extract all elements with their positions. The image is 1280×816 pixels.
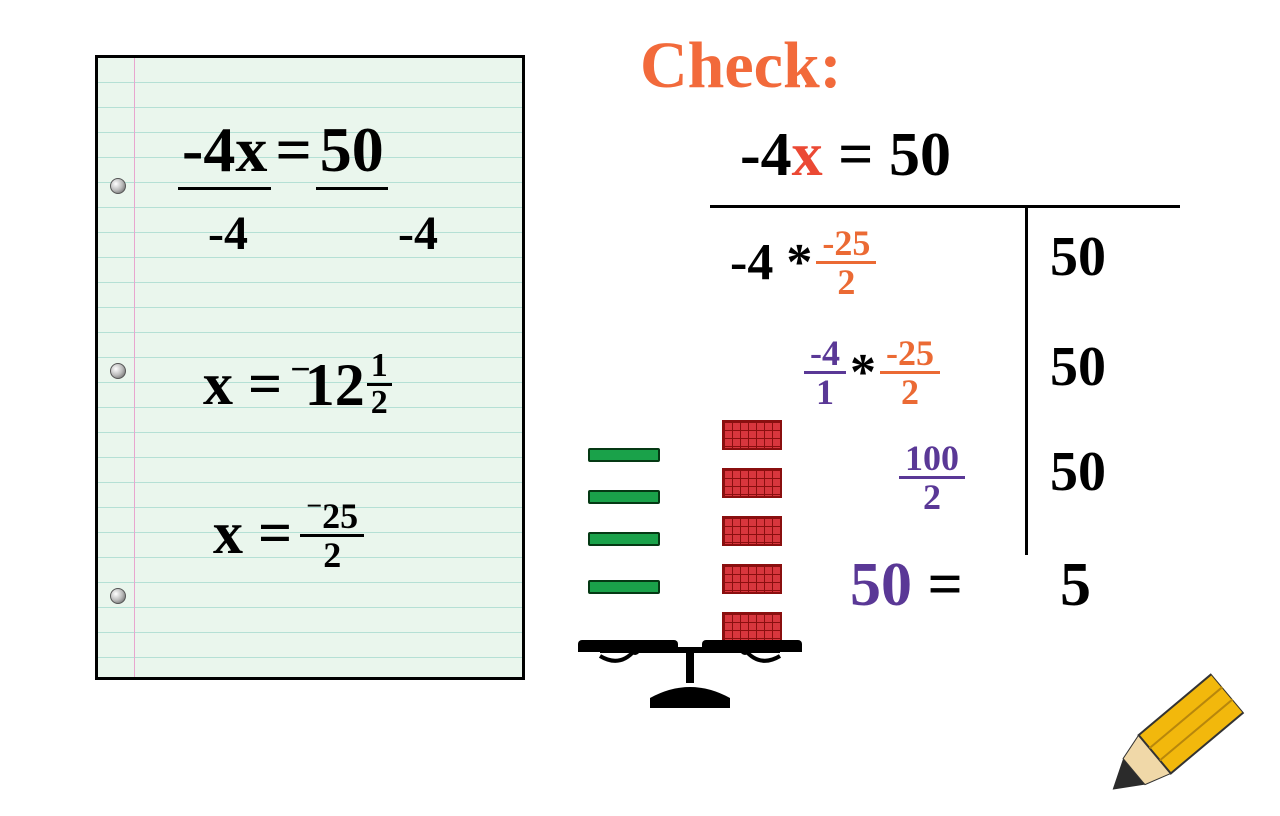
punch-hole <box>110 363 126 379</box>
check-equation: -4x = 50 <box>740 120 951 191</box>
punch-hole <box>110 178 126 194</box>
check-title: Check: <box>640 28 842 104</box>
fraction: -25 2 <box>880 335 940 410</box>
notepad: -4x=50 -4 -4 x = −12 1 2 x = −25 2 <box>95 55 525 680</box>
fraction: -25 2 <box>816 225 876 300</box>
balance-scale <box>570 420 810 710</box>
equation-step1: -4x=50 <box>178 113 388 190</box>
fraction: 100 2 <box>899 440 965 515</box>
red-block <box>722 420 782 450</box>
equation-step3: x = −25 2 <box>213 493 364 573</box>
check-row-2-left: -4 1 * -25 2 <box>800 335 944 410</box>
horizontal-rule <box>710 205 1180 208</box>
divisor-left: -4 <box>208 206 248 261</box>
check-row-3-left: 100 2 <box>895 440 969 515</box>
fraction: −25 2 <box>300 493 364 573</box>
rhs: 50 <box>316 113 388 190</box>
check-row-3-right: 50 <box>1050 440 1106 504</box>
red-block <box>722 468 782 498</box>
green-bar <box>588 448 660 462</box>
check-row-4-right: 5 <box>1060 550 1091 621</box>
green-bar <box>588 490 660 504</box>
check-row-1-right: 50 <box>1050 225 1106 289</box>
green-bar <box>588 580 660 594</box>
vertical-rule <box>1025 205 1028 555</box>
divisor-right: -4 <box>398 206 438 261</box>
check-row-2-right: 50 <box>1050 335 1106 399</box>
mixed-fraction: 1 2 <box>367 349 392 420</box>
check-row-4-left: 50 = <box>850 550 963 621</box>
fraction: -4 1 <box>804 335 846 410</box>
lhs: -4x <box>178 113 271 190</box>
equation-step2: x = −12 1 2 <box>203 348 392 420</box>
green-bar <box>588 532 660 546</box>
red-block <box>722 564 782 594</box>
scale-base-icon <box>580 638 800 710</box>
red-block <box>722 516 782 546</box>
punch-hole <box>110 588 126 604</box>
pencil-icon <box>1090 666 1250 816</box>
check-row-1-left: -4 * -25 2 <box>730 225 880 300</box>
